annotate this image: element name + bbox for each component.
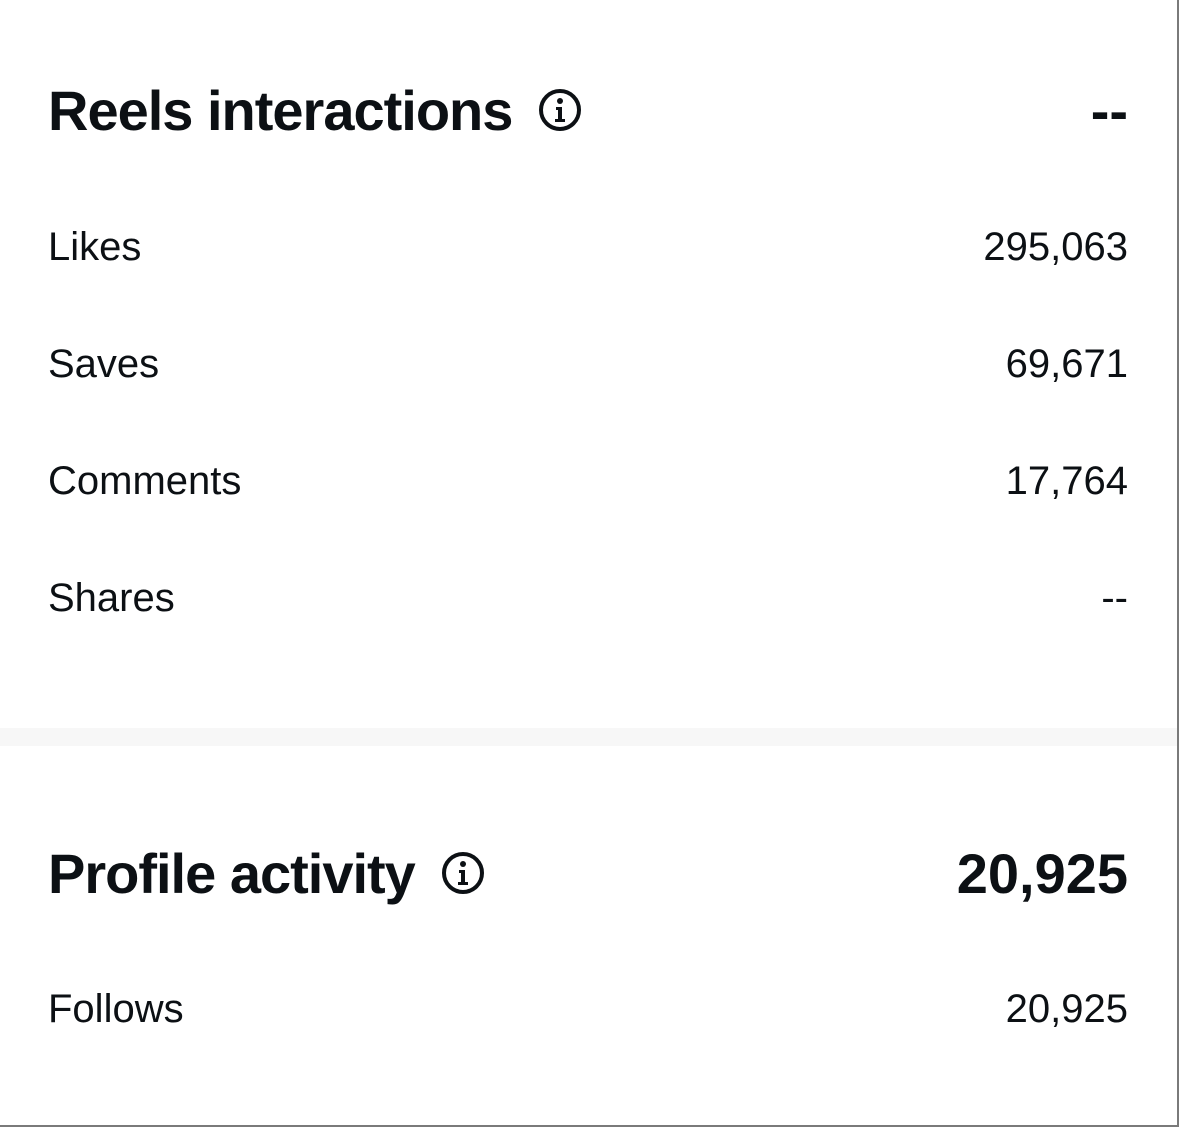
metric-value: 20,925	[1005, 987, 1128, 1031]
reels-header: Reels interactions --	[48, 78, 1128, 142]
profile-header: Profile activity 20,925	[48, 841, 1128, 905]
metric-value: 17,764	[1005, 459, 1128, 503]
profile-title: Profile activity	[48, 841, 416, 905]
reels-total: --	[1090, 78, 1128, 142]
metric-row-follows: Follows 20,925	[48, 951, 1128, 1068]
info-icon[interactable]	[441, 851, 485, 895]
metric-row-likes: Likes 295,063	[48, 189, 1128, 306]
metric-label: Comments	[48, 459, 242, 503]
metric-value: 69,671	[1005, 342, 1128, 386]
metric-value: --	[1101, 576, 1128, 620]
metric-row-comments: Comments 17,764	[48, 423, 1128, 540]
window-edge	[0, 1125, 1179, 1127]
window-edge	[1177, 0, 1179, 1127]
metric-label: Shares	[48, 576, 175, 620]
reels-interactions-section: Reels interactions -- Likes 295,063 Saves…	[48, 78, 1128, 657]
reels-title: Reels interactions	[48, 78, 513, 142]
metric-label: Saves	[48, 342, 160, 386]
metric-row-shares: Shares --	[48, 540, 1128, 657]
section-divider	[0, 728, 1177, 746]
metric-row-saves: Saves 69,671	[48, 306, 1128, 423]
profile-total: 20,925	[956, 841, 1128, 905]
profile-activity-section: Profile activity 20,925 Follows 20,925	[48, 841, 1128, 1068]
metric-value: 295,063	[983, 225, 1128, 269]
metric-label: Likes	[48, 225, 142, 269]
info-icon[interactable]	[538, 88, 582, 132]
metric-label: Follows	[48, 987, 184, 1031]
